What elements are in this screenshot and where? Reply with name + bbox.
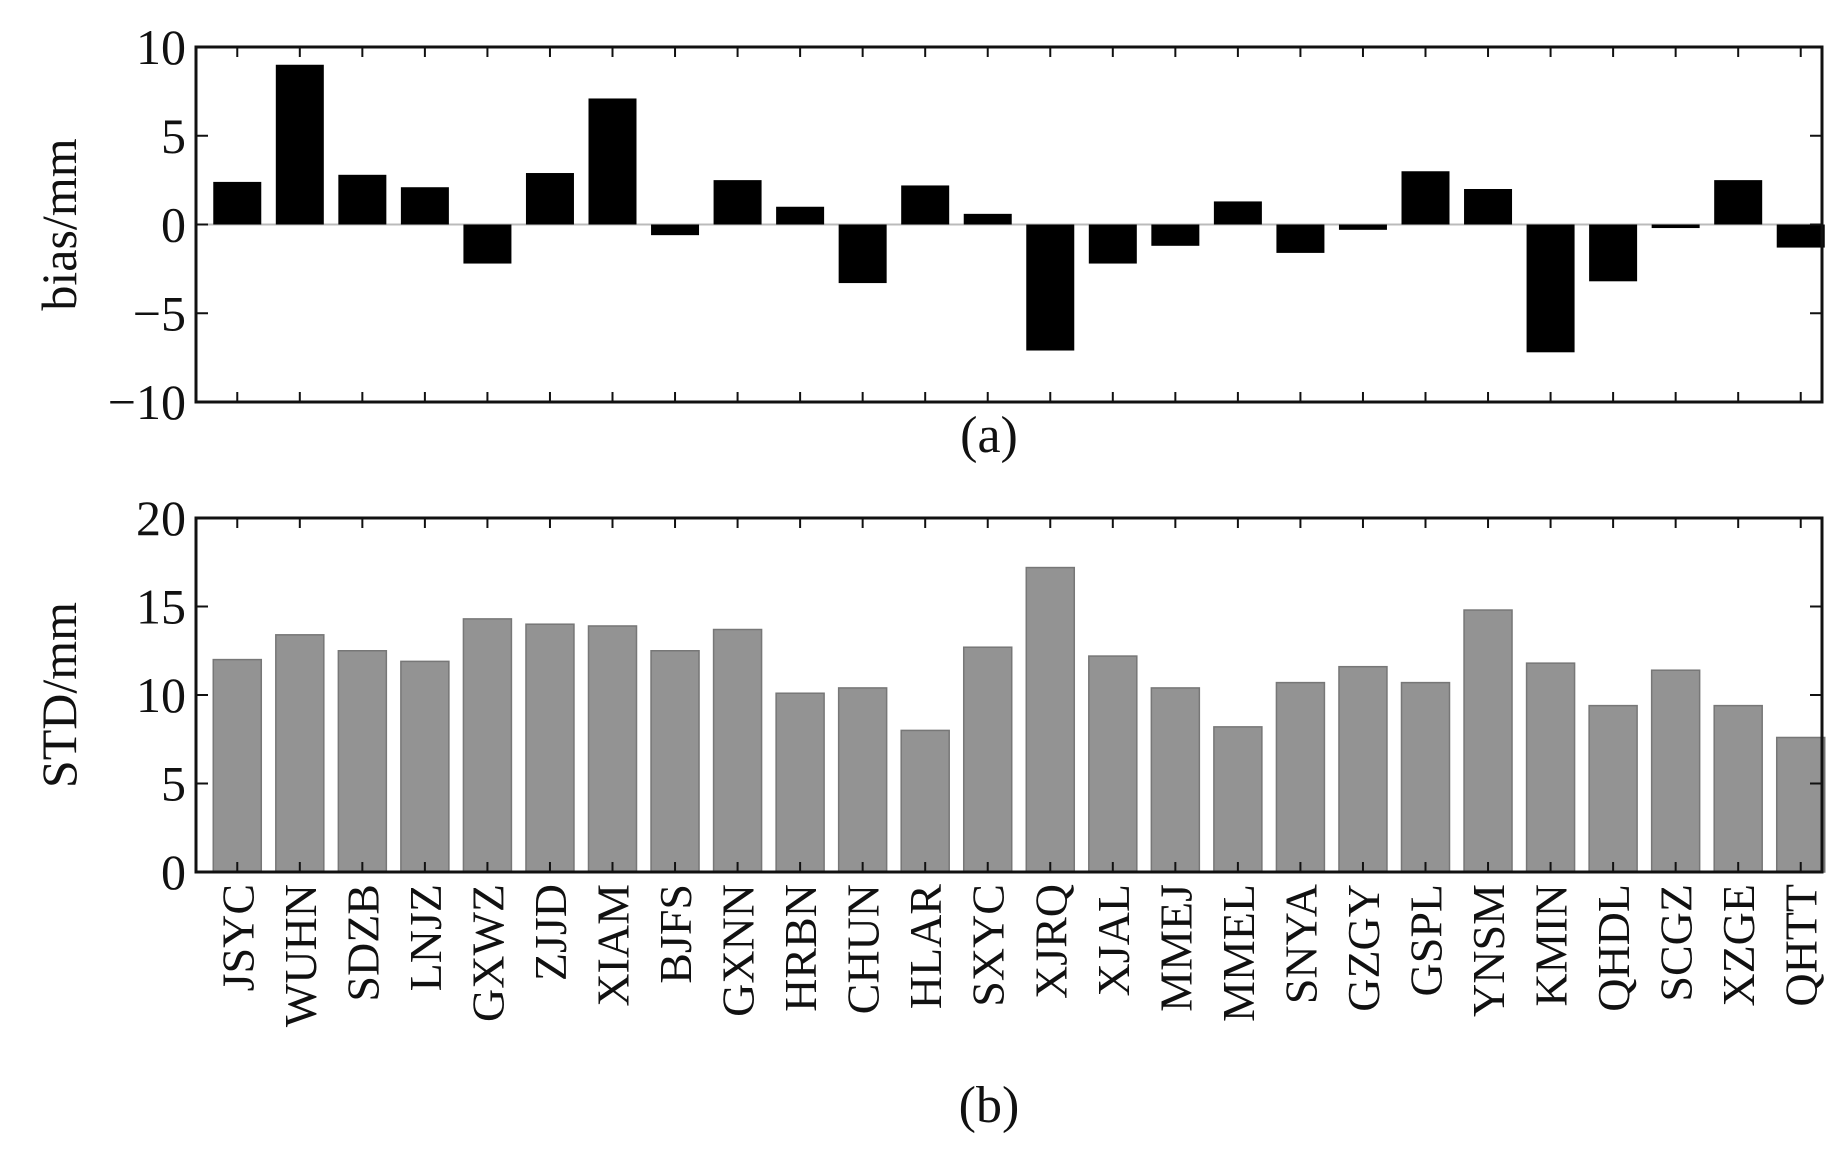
category-label-wuhn: WUHN [275,884,326,1027]
bar-a-chun [838,224,887,284]
y-axis-title-b: STD/mm [31,602,87,788]
category-label-chun: CHUN [838,884,889,1014]
category-label-scgz: SCGZ [1651,884,1702,1002]
bar-a-lnjz [400,187,449,225]
category-label-xzge: XZGE [1713,884,1764,1007]
bar-b-xjrq [1025,566,1076,873]
bar-b-sdzb [337,650,388,873]
y-tick-label-a: −5 [133,285,186,341]
panel-label-a: (a) [960,407,1018,464]
bar-a-qhtt [1776,224,1825,248]
category-label-xjal: XJAL [1088,884,1139,996]
bar-a-bjfs [651,224,700,236]
category-label-bjfs: BJFS [650,884,701,984]
category-label-gzgy: GZGY [1338,884,1389,1012]
bar-b-xiam [587,625,638,873]
bar-b-wuhn [275,634,325,873]
category-label-hrbn: HRBN [775,884,826,1012]
y-tick-label-a: −10 [108,374,186,430]
category-label-xiam: XIAM [588,884,639,1007]
category-label-mmej: MMEJ [1150,884,1201,1012]
bar-b-xzge [1713,704,1763,873]
panel-a-bias-chart: −10 −5 0 5 10 bias/mm (a) [31,19,1825,464]
bar-a-jsyc [213,181,262,225]
panel-label-b: (b) [959,1077,1020,1134]
y-tick-label-b: 20 [136,490,186,546]
bar-a-mmej [1151,224,1200,246]
category-label-zjjd: ZJJD [525,884,576,981]
bar-b-chun [837,687,888,873]
y-tick-label-a: 5 [161,108,186,164]
bar-b-jsyc [212,658,263,873]
y-axis-title-a: bias/mm [31,138,87,310]
category-label-hlar: HLAR [900,884,951,1010]
category-label-gxnn: GXNN [713,884,764,1017]
bar-a-hlar [901,185,950,225]
category-label-xjrq: XJRQ [1025,884,1076,999]
bar-a-kmin [1526,224,1575,353]
bar-a-gxnn [713,180,762,225]
category-label-gxwz: GXWZ [462,884,513,1022]
bar-a-snya [1276,224,1325,253]
bar-a-gspl [1401,171,1450,225]
bar-b-xjal [1088,655,1138,873]
category-label-snya: SNYA [1275,884,1326,1004]
bar-a-xzge [1714,180,1763,225]
bar-a-gxwz [463,224,512,264]
bar-b-ynsm [1463,609,1513,873]
y-tick-label-b: 5 [161,756,186,812]
bar-b-gxnn [712,628,763,873]
bar-b-lnjz [400,660,450,873]
bar-b-gxwz [462,618,513,873]
y-tick-label-b: 10 [136,667,186,723]
category-label-jsyc: JSYC [212,884,263,991]
bar-b-hlar [900,729,950,873]
bar-b-zjjd [525,623,575,873]
category-label-kmin: KMIN [1526,884,1577,1007]
category-label-ynsm: YNSM [1463,884,1514,1017]
bar-a-hrbn [776,206,825,225]
bar-a-xjal [1088,224,1137,264]
bar-a-xiam [588,98,637,225]
category-label-qhtt: QHTT [1776,884,1827,1007]
bar-a-scgz [1651,224,1700,229]
bar-b-hrbn [775,692,825,873]
y-tick-label-b: 0 [161,844,186,900]
bar-b-gspl [1400,681,1451,873]
bar-b-mmel [1213,726,1263,873]
bar-b-kmin [1525,662,1576,873]
y-tick-label-a: 0 [161,197,186,253]
bar-a-mmel [1213,201,1262,225]
bar-a-wuhn [275,64,324,225]
bar-b-qhdl [1588,704,1638,873]
bar-b-snya [1275,681,1326,873]
y-tick-label-a: 10 [136,19,186,75]
category-label-lnjz: LNJZ [400,884,451,991]
bar-b-scgz [1650,669,1701,873]
category-label-sxyc: SXYC [963,884,1014,1007]
bar-a-sdzb [338,174,387,225]
y-tick-label-b: 15 [136,579,186,635]
bar-b-sxyc [962,646,1013,873]
bar-b-gzgy [1338,665,1388,873]
bar-a-ynsm [1464,189,1513,225]
bar-a-gzgy [1338,224,1387,230]
bar-b-bjfs [650,650,700,873]
category-label-gspl: GSPL [1401,884,1452,996]
category-label-sdzb: SDZB [337,884,388,1002]
bar-a-qhdl [1589,224,1638,282]
panel-b-std-chart: 0 5 10 15 20 JSYC WUHN SDZB LNJZ GXWZ ZJJD XIAM BJFS… [31,490,1827,1134]
category-label-mmel: MMEL [1213,884,1264,1022]
bar-a-zjjd [525,173,574,225]
bar-a-sxyc [963,213,1012,225]
bar-a-xjrq [1026,224,1075,351]
bar-b-qhtt [1775,736,1826,873]
bar-b-mmej [1150,687,1201,873]
category-label-qhdl: QHDL [1588,884,1639,1012]
